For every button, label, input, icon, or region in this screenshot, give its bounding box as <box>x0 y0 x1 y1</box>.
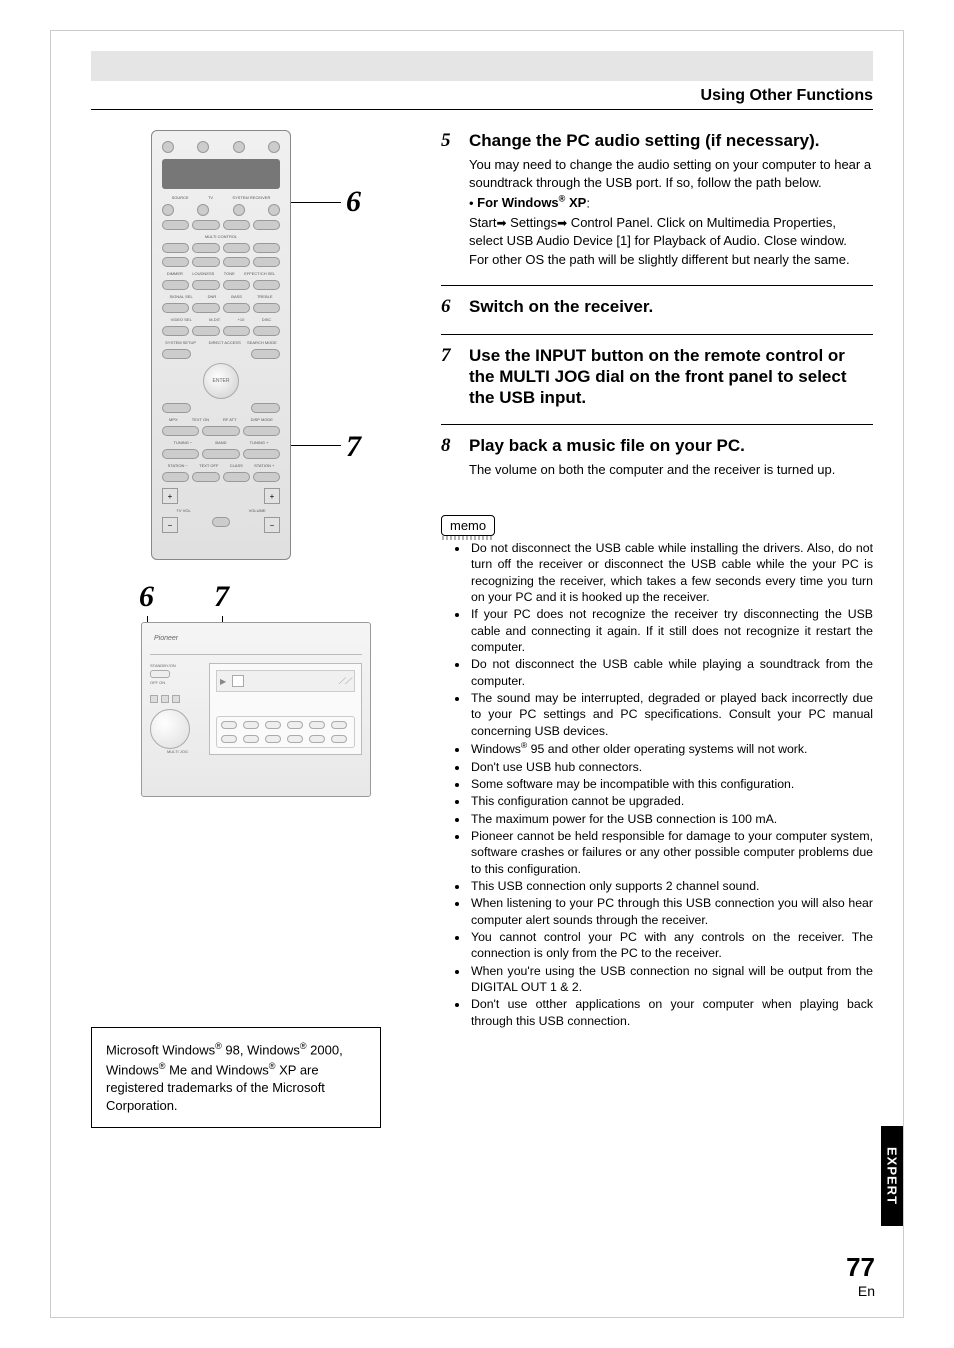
receiver-button-grid <box>216 716 355 748</box>
step-number: 8 <box>441 435 459 457</box>
memo-item: Don't use USB hub connectors. <box>469 759 873 775</box>
step-body: The volume on both the computer and the … <box>469 461 873 479</box>
page-number-value: 77 <box>846 1252 875 1283</box>
receiver-brand: Pioneer <box>150 631 362 655</box>
left-column: SOURCETVSYSTEM RECEIVER MULTI CONTROL DI… <box>91 130 411 1128</box>
header-bar <box>91 51 873 81</box>
memo-item: When you're using the USB connection no … <box>469 963 873 996</box>
memo-item: You cannot control your PC with any cont… <box>469 929 873 962</box>
side-tab: EXPERT <box>881 1126 903 1226</box>
step-number: 5 <box>441 130 459 152</box>
memo-item: Don't use otther applications on your co… <box>469 996 873 1029</box>
step-title: Use the INPUT button on the remote contr… <box>469 345 873 409</box>
step-number: 6 <box>441 296 459 318</box>
receiver-diagram: Pioneer STANDBY/ON OFF ON MULTI JOG ▶ <box>141 622 371 797</box>
multi-jog-dial <box>150 709 190 749</box>
memo-label: memo <box>441 515 495 536</box>
memo-item: The maximum power for the USB connection… <box>469 811 873 827</box>
step-7: 7 Use the INPUT button on the remote con… <box>441 345 873 409</box>
memo-item: This USB connection only supports 2 chan… <box>469 878 873 894</box>
callout-7: 7 <box>346 430 361 464</box>
page: Using Other Functions SOURCETVSYSTEM REC… <box>50 30 904 1318</box>
remote-enter-button: ENTER <box>203 363 239 399</box>
step-title: Change the PC audio setting (if necessar… <box>469 130 819 151</box>
memo-list: Do not disconnect the USB cable while in… <box>469 540 873 1029</box>
step-8: 8 Play back a music file on your PC. The… <box>441 435 873 479</box>
memo-item: When listening to your PC through this U… <box>469 895 873 928</box>
step-body: You may need to change the audio setting… <box>469 156 873 269</box>
remote-diagram: SOURCETVSYSTEM RECEIVER MULTI CONTROL DI… <box>91 130 411 560</box>
remote-source-labels: SOURCETVSYSTEM RECEIVER <box>162 195 280 200</box>
callout-receiver-6: 6 <box>139 580 154 614</box>
memo-item: Do not disconnect the USB cable while in… <box>469 540 873 605</box>
step-title: Play back a music file on your PC. <box>469 435 745 456</box>
receiver-callouts: 6 7 <box>139 580 411 614</box>
memo-item: Do not disconnect the USB cable while pl… <box>469 656 873 689</box>
section-title: Using Other Functions <box>91 87 873 110</box>
callout-receiver-7: 7 <box>214 580 229 614</box>
step-6: 6 Switch on the receiver. <box>441 296 873 318</box>
memo-item: Windows® 95 and other older operating sy… <box>469 740 873 757</box>
memo-item: Pioneer cannot be held responsible for d… <box>469 828 873 877</box>
memo-item: If your PC does not recognize the receiv… <box>469 606 873 655</box>
remote-display <box>162 159 280 189</box>
right-column: 5 Change the PC audio setting (if necess… <box>441 130 873 1128</box>
memo-item: This configuration cannot be upgraded. <box>469 793 873 809</box>
step-5: 5 Change the PC audio setting (if necess… <box>441 130 873 269</box>
memo-section: memo Do not disconnect the USB cable whi… <box>441 495 873 1029</box>
remote-control: SOURCETVSYSTEM RECEIVER MULTI CONTROL DI… <box>151 130 291 560</box>
memo-item: Some software may be incompatible with t… <box>469 776 873 792</box>
trademark-notice: Microsoft Windows® 98, Windows® 2000, Wi… <box>91 1027 381 1128</box>
step-number: 7 <box>441 345 459 367</box>
step-title: Switch on the receiver. <box>469 296 653 317</box>
page-number: 77 En <box>846 1252 875 1299</box>
memo-item: The sound may be interrupted, degraded o… <box>469 690 873 739</box>
callout-6: 6 <box>346 185 361 219</box>
content-columns: SOURCETVSYSTEM RECEIVER MULTI CONTROL DI… <box>91 130 873 1128</box>
page-language: En <box>846 1283 875 1299</box>
